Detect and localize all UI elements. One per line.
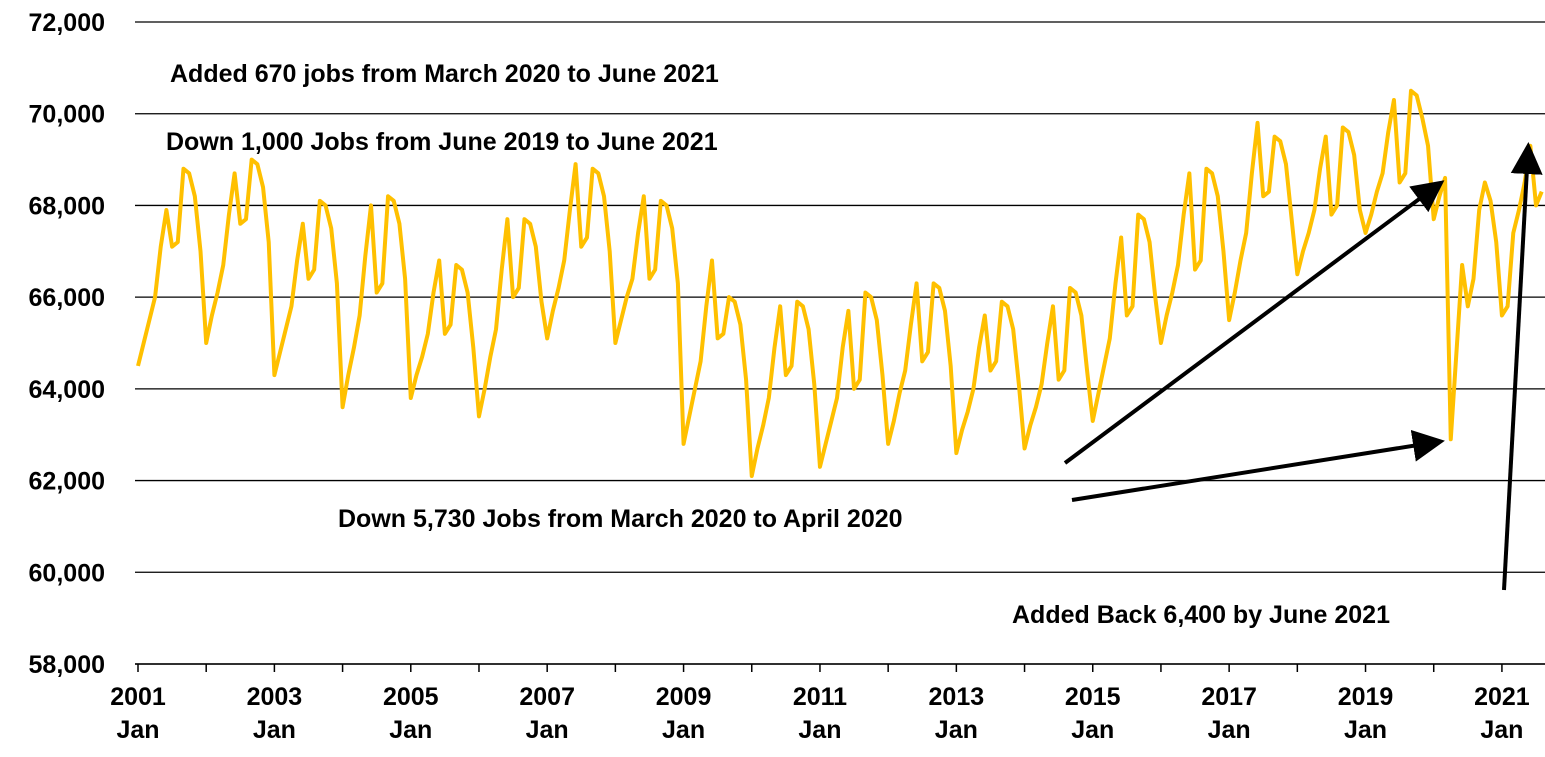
x-tick-label: 2005 Jan (383, 683, 439, 744)
x-tick-label: 2015 Jan (1065, 683, 1121, 744)
annotation: Added Back 6,400 by June 2021 (1012, 601, 1390, 629)
x-tick-label: 2019 Jan (1338, 683, 1394, 744)
arrow (1063, 180, 1445, 465)
y-tick-label: 58,000 (29, 651, 105, 679)
y-tick-label: 70,000 (29, 101, 105, 129)
plot (136, 88, 1544, 478)
x-tick-label: 2007 Jan (519, 683, 575, 744)
annotation: Added 670 jobs from March 2020 to June 2… (170, 60, 719, 88)
x-tick-label: 2003 Jan (247, 683, 303, 744)
y-tick-label: 72,000 (29, 9, 105, 37)
x-tick-label: 2013 Jan (929, 683, 985, 744)
annotation: Down 1,000 Jobs from June 2019 to June 2… (166, 128, 718, 156)
y-tick-label: 68,000 (29, 192, 105, 220)
x-tick-label: 2021 Jan (1474, 683, 1530, 744)
annotation: Down 5,730 Jobs from March 2020 to April… (338, 505, 903, 533)
grid: 58,000 60,000 62,000 64,000 66,000 68,000 70,0… (29, 9, 1545, 744)
y-tick-label: 62,000 (29, 468, 105, 496)
arrow (1071, 429, 1445, 502)
y-tick-label: 64,000 (29, 376, 105, 404)
x-tick-label: 2009 Jan (656, 683, 712, 744)
y-tick-label: 66,000 (29, 284, 105, 312)
x-tick-label: 2017 Jan (1201, 683, 1257, 744)
y-tick-label: 60,000 (29, 559, 105, 587)
series-line (136, 88, 1544, 478)
x-tick-label: 2011 Jan (793, 683, 847, 744)
x-tick-label: 2001 Jan (110, 683, 166, 744)
arrow (1502, 142, 1543, 591)
